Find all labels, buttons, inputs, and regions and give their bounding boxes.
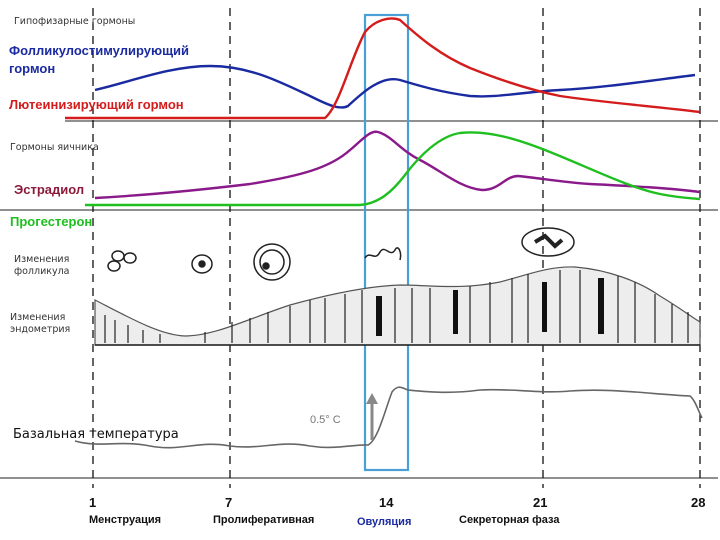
day-tick-label: 14	[379, 495, 394, 510]
phase-ovulation: Овуляция	[357, 516, 412, 528]
fsh-curve	[94, 64, 696, 109]
endometrium-label-line1: Изменения	[10, 312, 66, 323]
endometrium-label-line2: эндометрия	[10, 324, 71, 335]
temperature-rise-label: 0.5° C	[310, 414, 341, 426]
lh-label: Лютеинизирующий гормон	[9, 97, 184, 112]
phase-proliferative: Пролиферативная	[213, 514, 315, 526]
progesterone-curve	[85, 131, 701, 207]
day-tick-label: 1	[89, 495, 97, 510]
ovarian-section-title: Гормоны яичника	[10, 142, 99, 153]
estradiol-label: Эстрадиол	[14, 182, 85, 197]
progesterone-label: Прогестерон	[10, 214, 93, 229]
fsh-label-line1: Фолликулостимулирующий	[9, 43, 190, 58]
phase-secretory: Секреторная фаза	[459, 514, 560, 526]
temperature-label: Базальная температура	[13, 427, 179, 442]
day-tick-label: 21	[533, 495, 548, 510]
ovulation-band	[363, 13, 410, 472]
day-tick-label: 7	[225, 495, 233, 510]
endometrium-illustration	[94, 266, 701, 346]
follicle-label-line1: Изменения	[14, 254, 70, 265]
follicle-illustration	[107, 227, 575, 281]
follicle-label-line2: фолликула	[14, 266, 70, 277]
day-tick-label: 28	[691, 495, 706, 510]
pituitary-section-title: Гипофизарные гормоны	[14, 16, 136, 27]
estradiol-curve	[94, 130, 701, 200]
lh-curve	[65, 17, 701, 120]
fsh-label-line2: гормон	[9, 61, 56, 76]
temperature-rise-arrowhead	[366, 393, 378, 404]
phase-menstruation: Менструация	[89, 514, 162, 526]
temperature-curve	[74, 386, 703, 449]
